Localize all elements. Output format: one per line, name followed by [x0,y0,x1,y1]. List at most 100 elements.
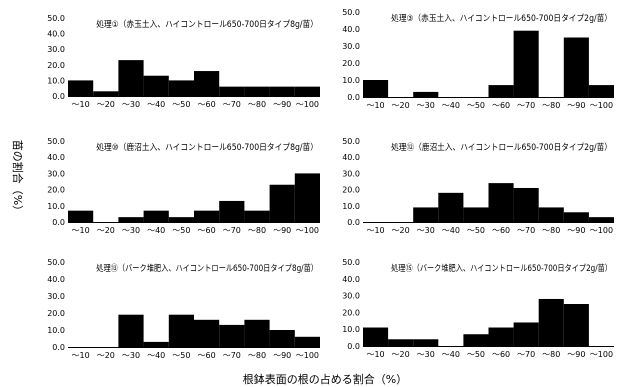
bar-6 [488,183,514,222]
x-tick-label: ～40 [442,350,460,359]
bar-1 [363,80,389,97]
x-tick-label: ～10 [366,350,384,359]
bar-3 [118,314,144,347]
x-tick-label: ～60 [198,226,216,235]
x-tick-label: ～50 [467,350,485,359]
x-tick-label: ～70 [223,100,241,109]
y-tick-label: 0.0 [347,218,360,227]
bar-8 [244,86,270,96]
bar-7 [219,86,245,96]
panel-title: 処理⑩（鹿沼土入、ハイコントロール650-700日タイプ8g/苗） [96,142,318,153]
x-tick-label: ～30 [417,226,435,235]
bar-8 [244,319,270,347]
bar-6 [488,327,514,346]
x-tick-label: ～100 [296,226,319,235]
x-tick-label: ～90 [567,350,585,359]
x-tick-label: ～40 [147,100,165,109]
y-tick-label: 10.0 [342,325,360,334]
bar-1 [363,327,389,346]
panel-title: 処理①（赤玉土入、ハイコントロール650-700日タイプ8g/苗） [96,19,318,30]
x-tick-label: ～80 [542,350,560,359]
bar-2 [388,339,414,346]
y-tick-label: 50.0 [47,137,65,146]
bar-5 [463,207,489,222]
y-tick-label: 20.0 [47,309,65,318]
x-tick-label: ～90 [273,100,291,109]
x-tick-label: ～60 [492,350,510,359]
x-tick-label: ～20 [97,226,115,235]
x-tick-label: ～20 [97,100,115,109]
x-tick-label: ～80 [248,351,266,360]
y-tick-label: 40.0 [47,275,65,284]
y-tick-label: 0.0 [52,218,65,227]
y-tick-label: 30.0 [47,45,65,54]
bar-4 [438,192,464,222]
x-tick-label: ～60 [492,101,510,110]
bar-3 [413,91,439,97]
x-tick-label: ～20 [392,101,410,110]
x-tick-label: ～50 [467,226,485,235]
x-tick-label: ～20 [97,351,115,360]
bar-9 [563,304,589,346]
x-tick-label: ～40 [147,351,165,360]
x-tick-label: ～30 [122,226,140,235]
y-tick-label: 50.0 [342,258,360,267]
bar-10 [294,173,320,222]
y-tick-label: 40.0 [342,153,360,162]
x-tick-label: ～40 [442,101,460,110]
x-tick-label: ～100 [590,226,613,235]
y-tick-label: 30.0 [342,169,360,178]
x-tick-label: ～90 [567,226,585,235]
x-tick-label: ～80 [248,226,266,235]
x-tick-label: ～100 [590,350,613,359]
y-tick-label: 20.0 [342,59,360,68]
bar-6 [194,210,220,222]
x-tick-label: ～70 [223,226,241,235]
bar-4 [143,75,169,96]
bar-5 [168,314,194,347]
x-tick-label: ～30 [122,351,140,360]
x-axis-label: 根鉢表面の根の占める割合（%） [243,372,407,386]
y-tick-label: 10.0 [47,326,65,335]
bar-7 [513,187,539,222]
y-tick-label: 20.0 [342,308,360,317]
x-tick-label: ～80 [248,100,266,109]
x-tick-label: ～100 [590,101,613,110]
y-tick-label: 40.0 [342,275,360,284]
x-tick-label: ～60 [198,100,216,109]
bar-5 [463,334,489,346]
bar-8 [244,210,270,222]
bar-10 [588,85,614,97]
y-axis-label: 苗の割合（%） [11,140,25,216]
bar-9 [269,330,295,347]
x-tick-label: ～90 [567,101,585,110]
x-tick-label: ～60 [492,226,510,235]
y-tick-label: 50.0 [342,137,360,146]
bar-7 [513,322,539,346]
y-tick-label: 40.0 [342,25,360,34]
bar-1 [68,80,94,96]
bar-3 [118,60,144,96]
y-tick-label: 40.0 [47,30,65,39]
x-tick-label: ～90 [273,351,291,360]
y-tick-label: 0.0 [347,342,360,351]
bar-4 [143,341,169,347]
y-tick-label: 10.0 [342,202,360,211]
x-tick-label: ～10 [366,226,384,235]
histogram-panel-1: 0.0 10.0 20.0 30.0 40.0 50.0 ～10 ～20 ～30 ～40 ～50 ～6… [47,14,320,109]
x-tick-label: ～60 [198,351,216,360]
y-tick-label: 10.0 [47,202,65,211]
bar-9 [269,86,295,96]
x-tick-label: ～80 [542,226,560,235]
x-tick-label: ～20 [392,226,410,235]
y-tick-label: 50.0 [47,14,65,23]
x-tick-label: ～70 [517,350,535,359]
bar-10 [294,86,320,96]
bar-3 [413,339,439,346]
bar-6 [194,71,220,96]
x-tick-label: ～30 [417,101,435,110]
chart-panels: 0.0 10.0 20.0 30.0 40.0 50.0 ～10 ～20 ～30 ～40 ～50 ～6… [47,8,614,360]
x-tick-label: ～10 [72,100,90,109]
y-tick-label: 50.0 [47,258,65,267]
